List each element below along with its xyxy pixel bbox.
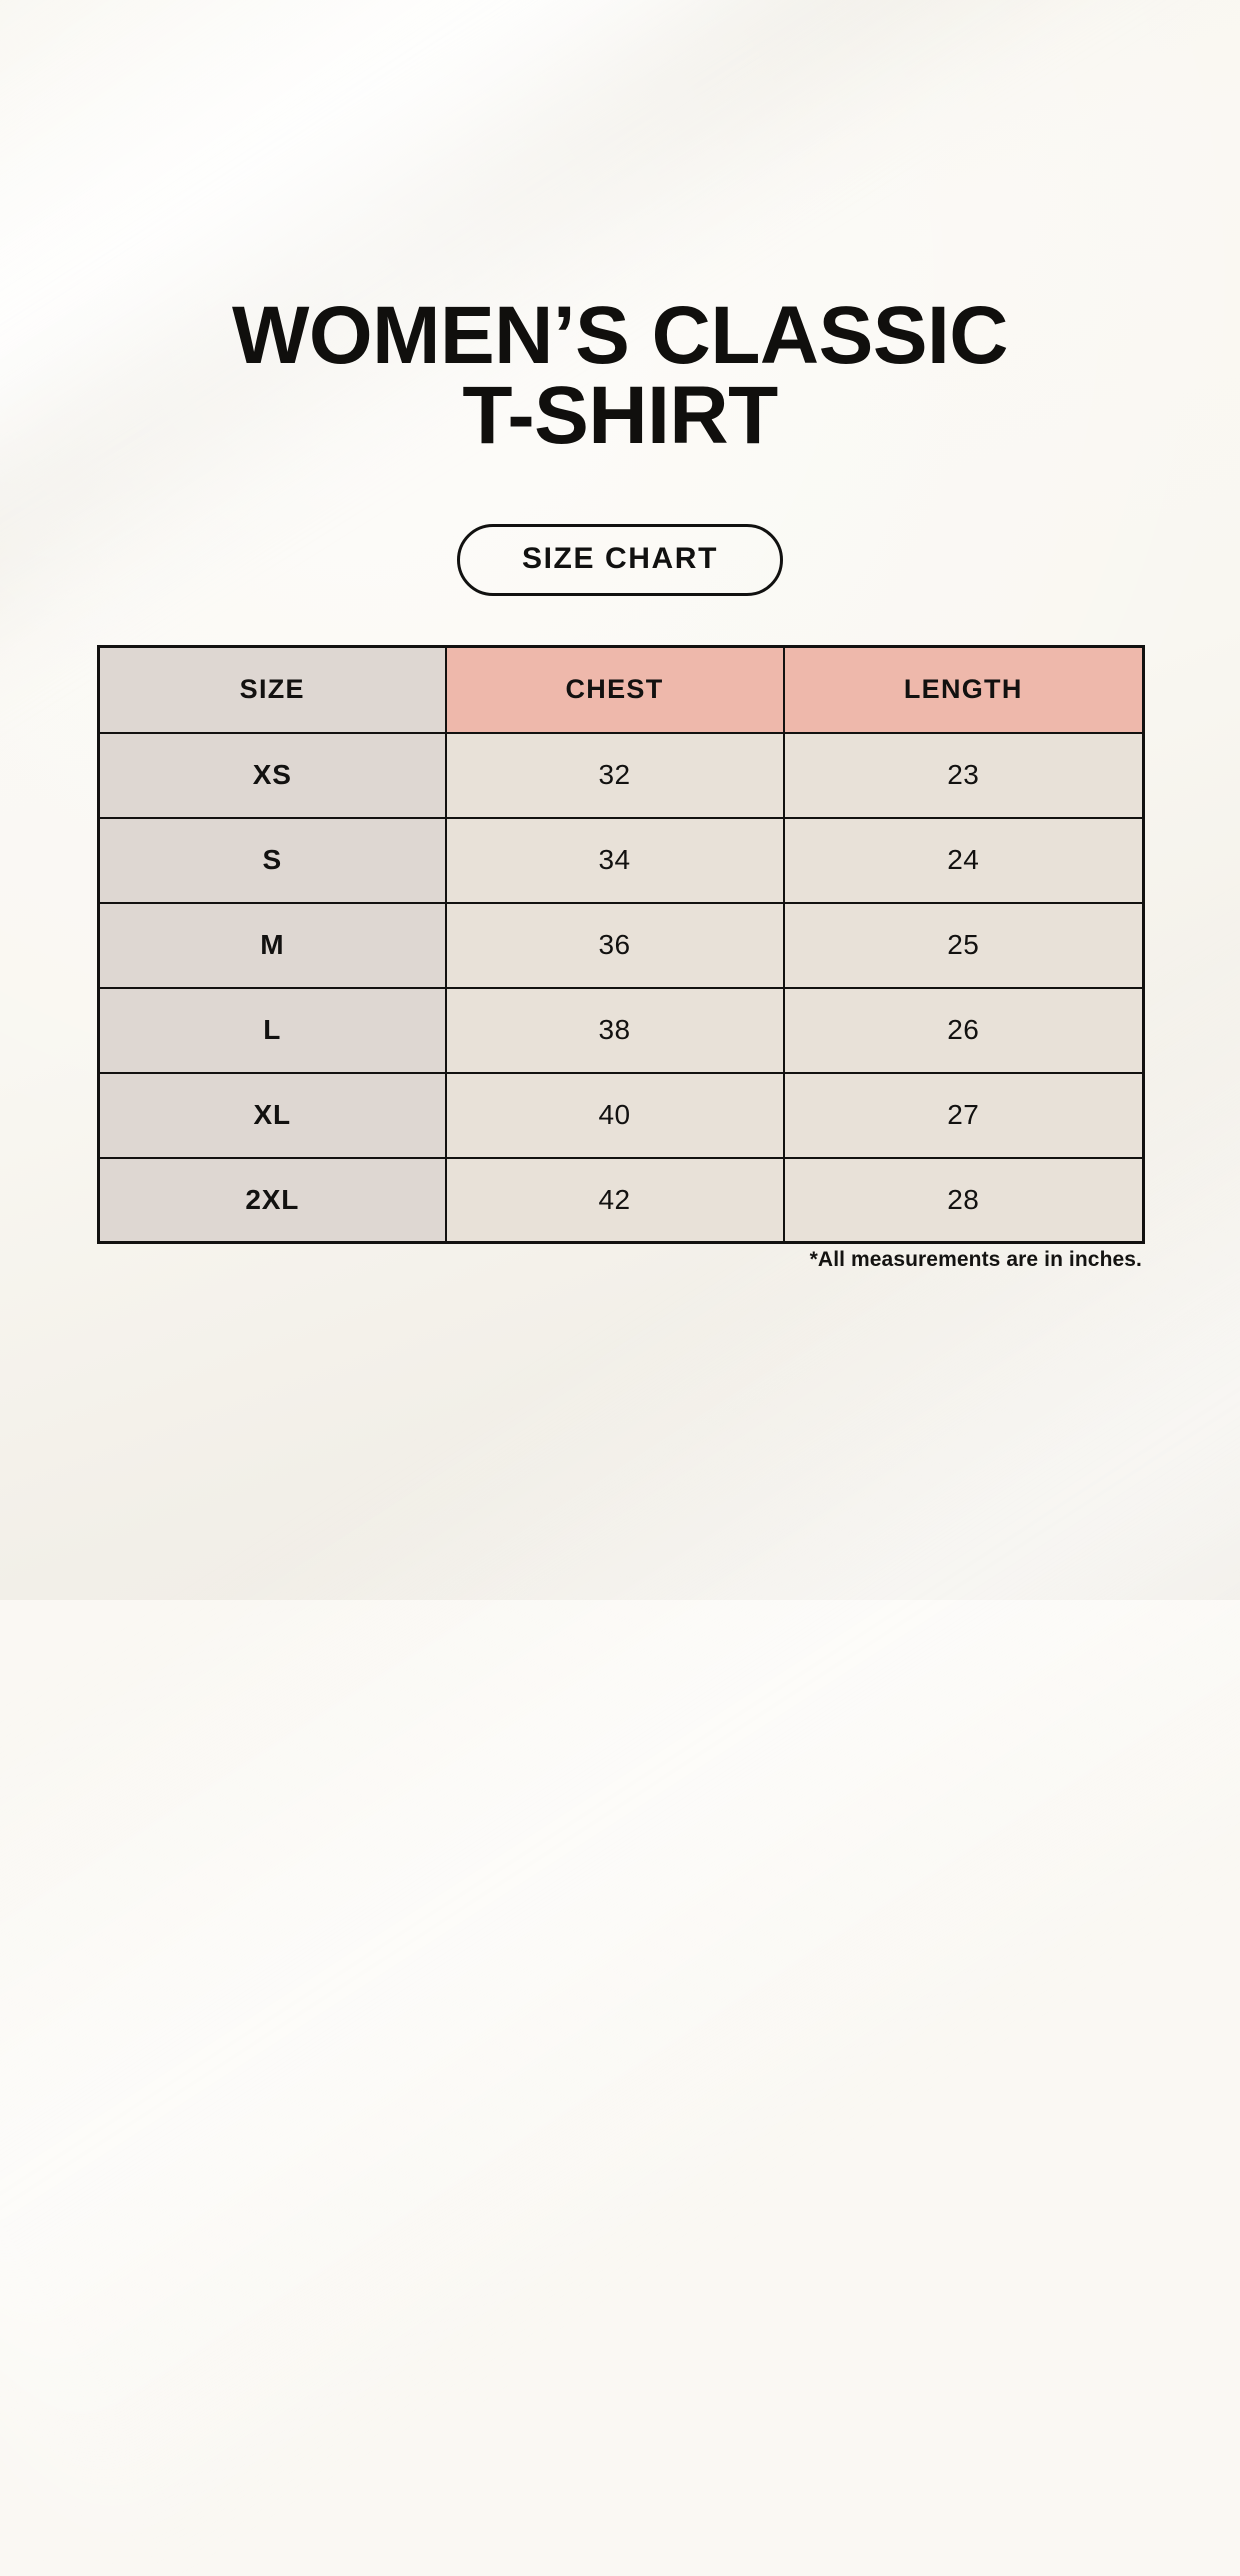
table-row: L 38 26 [97, 986, 1145, 1074]
cell-chest: 34 [444, 816, 785, 904]
table-body: XS 32 23 S 34 24 M 36 25 L 38 26 [97, 731, 1145, 1244]
table-header: SIZE CHEST LENGTH [97, 645, 1145, 734]
size-chart-badge: SIZE CHART [457, 524, 783, 596]
page-title-line-1: WOMEN’S CLASSIC [231, 290, 1009, 381]
cell-chest: 32 [444, 731, 785, 819]
cell-length: 28 [782, 1156, 1145, 1244]
cell-length: 23 [782, 731, 1145, 819]
page-title: WOMEN’S CLASSIC T-SHIRT [0, 290, 1240, 461]
cell-size: 2XL [97, 1156, 447, 1244]
size-chart-badge-container: SIZE CHART [0, 524, 1240, 596]
measurement-footnote: *All measurements are in inches. [809, 1248, 1142, 1271]
cell-length: 25 [782, 901, 1145, 989]
cell-chest: 40 [444, 1071, 785, 1159]
page-title-line-2: T-SHIRT [462, 369, 778, 461]
cell-length: 24 [782, 816, 1145, 904]
cell-size: L [97, 986, 447, 1074]
table-row: M 36 25 [97, 901, 1145, 989]
table-row: S 34 24 [97, 816, 1145, 904]
size-chart-table-container: SIZE CHEST LENGTH XS 32 23 S 34 24 M [97, 645, 1145, 1244]
table-row: 2XL 42 28 [97, 1156, 1145, 1244]
cell-length: 27 [782, 1071, 1145, 1159]
cell-chest: 36 [444, 901, 785, 989]
cell-size: XL [97, 1071, 447, 1159]
cell-size: S [97, 816, 447, 904]
size-chart-table: SIZE CHEST LENGTH XS 32 23 S 34 24 M [97, 645, 1145, 1244]
table-row: XS 32 23 [97, 731, 1145, 819]
table-row: XL 40 27 [97, 1071, 1145, 1159]
cell-chest: 42 [444, 1156, 785, 1244]
cell-chest: 38 [444, 986, 785, 1074]
column-header-chest: CHEST [444, 645, 785, 734]
cell-size: XS [97, 731, 447, 819]
table-header-row: SIZE CHEST LENGTH [97, 645, 1145, 734]
column-header-length: LENGTH [782, 645, 1145, 734]
column-header-size: SIZE [97, 645, 447, 734]
size-chart-poster: WOMEN’S CLASSIC T-SHIRT SIZE CHART SIZE … [0, 290, 1240, 1271]
cell-size: M [97, 901, 447, 989]
cell-length: 26 [782, 986, 1145, 1074]
